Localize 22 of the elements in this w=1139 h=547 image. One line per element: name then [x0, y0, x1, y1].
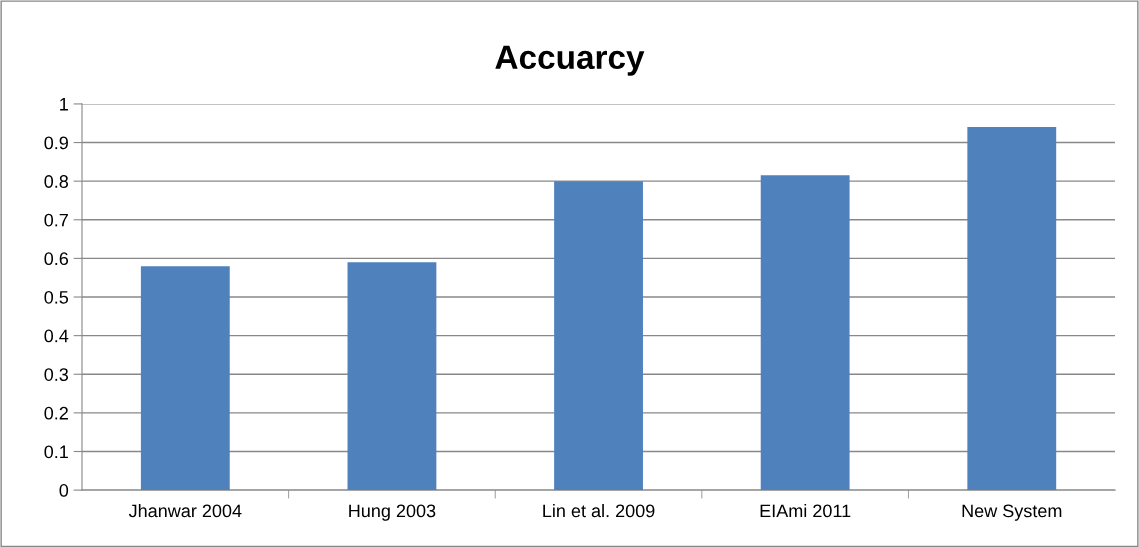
y-tick-label: 0.8: [44, 175, 69, 188]
x-tick-label: New System: [962, 504, 1062, 521]
x-tick-label: Jhanwar 2004: [128, 504, 242, 518]
y-tick-label: 0.1: [44, 445, 68, 459]
bar: [347, 262, 437, 491]
chart-title: Accuarcy: [495, 45, 645, 76]
y-tick-label: 1: [60, 98, 68, 111]
x-tick-label: EIAmi 2011: [760, 504, 851, 518]
bar: [967, 127, 1057, 491]
x-tick-label: Lin et al. 2009: [543, 504, 655, 518]
y-tick-label: 0: [59, 484, 69, 497]
bar: [760, 175, 850, 491]
bar: [140, 266, 230, 491]
x-tick-label: Hung 2003: [349, 504, 436, 521]
y-tick-label: 0.9: [44, 136, 68, 150]
y-tick-label: 0.2: [44, 406, 68, 420]
y-tick-label: 0.5: [44, 290, 69, 304]
y-tick-label: 0.7: [44, 213, 68, 227]
y-tick-label: 0.6: [44, 252, 69, 266]
y-tick-label: 0.3: [44, 368, 69, 381]
bar: [554, 181, 643, 491]
y-tick-label: 0.4: [44, 329, 69, 343]
